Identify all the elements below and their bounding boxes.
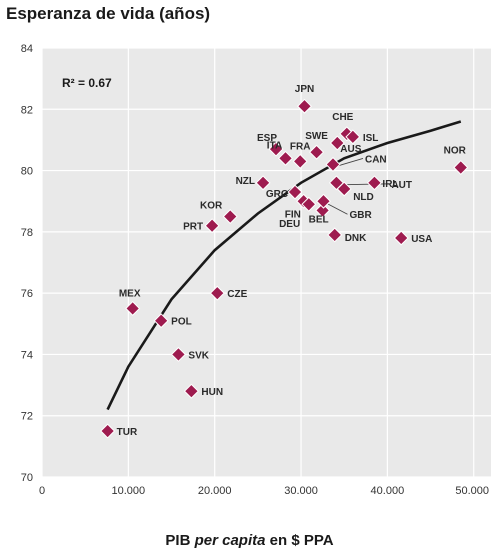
point-label: SVK (188, 350, 209, 361)
data-point-marker (315, 202, 331, 218)
point-label: KOR (200, 201, 223, 212)
y-tick-label: 84 (21, 43, 33, 55)
point-label: ISL (363, 133, 379, 144)
point-label: IRL (382, 179, 398, 190)
data-point-marker (336, 181, 352, 197)
data-point-marker (209, 285, 225, 301)
data-point-marker (170, 346, 186, 362)
data-point-marker (153, 313, 169, 329)
data-point-marker (183, 383, 199, 399)
data-point-marker (328, 175, 344, 191)
data-point-marker (287, 184, 303, 200)
point-label: NZL (236, 176, 255, 187)
chart-title: Esperanza de vida (años) (6, 4, 211, 23)
y-tick-label: 80 (21, 166, 33, 178)
x-tick-label: 40.000 (371, 485, 405, 497)
point-label: JPN (295, 84, 314, 95)
point-label: SWE (305, 131, 328, 142)
y-tick-label: 72 (21, 411, 33, 423)
data-points (100, 98, 469, 439)
x-axis-label-italic: per capita (194, 532, 266, 549)
point-label: FRA (290, 141, 311, 152)
y-tick-label: 76 (21, 288, 33, 300)
plot-background (42, 48, 491, 477)
data-point-marker (204, 218, 220, 234)
point-label: HUN (201, 387, 223, 398)
scatter-chart: 70 72 74 76 78 80 82 84 0 10.000 20.000 30.000 40.0… (21, 43, 491, 497)
data-point-marker (301, 196, 317, 212)
point-label: ESP (257, 133, 277, 144)
x-tick-label: 10.000 (112, 485, 146, 497)
point-label: BEL (309, 214, 329, 225)
data-point-marker (296, 98, 312, 114)
point-label: PRT (183, 222, 203, 233)
data-point-marker (292, 153, 308, 169)
point-label: ITA (267, 140, 282, 151)
point-label: FIN (285, 209, 301, 220)
r-squared-annotation: R² = 0.67 (62, 76, 112, 90)
point-label: DNK (345, 233, 367, 244)
trend-curve (106, 120, 462, 411)
data-point-marker (315, 193, 331, 209)
point-label: CZE (227, 289, 247, 300)
point-label: DEU (279, 219, 300, 230)
data-point-marker (345, 129, 361, 145)
point-label: USA (411, 234, 432, 245)
label-leader-lines (326, 158, 390, 215)
x-axis-label-part: PIB (165, 532, 195, 549)
x-axis-ticks: 0 10.000 20.000 30.000 40.000 50.000 (39, 485, 489, 497)
data-point-marker (325, 156, 341, 172)
data-point-marker (255, 175, 271, 191)
data-point-marker (393, 230, 409, 246)
point-label: AUS (340, 144, 361, 155)
data-point-marker (453, 160, 469, 176)
x-tick-label: 20.000 (198, 485, 232, 497)
point-label: NOR (444, 146, 467, 157)
point-label: GRC (266, 189, 288, 200)
gridlines (41, 47, 491, 478)
data-point-marker (327, 227, 343, 243)
data-point-marker (100, 423, 116, 439)
point-label: CAN (365, 154, 387, 165)
point-label: NLD (353, 192, 374, 203)
point-label: POL (171, 317, 192, 328)
y-tick-label: 78 (21, 227, 33, 239)
y-tick-label: 70 (21, 472, 33, 484)
data-point-marker (329, 135, 345, 151)
x-axis-label: PIB per capita en $ PPA (0, 532, 499, 549)
data-point-marker (125, 300, 141, 316)
x-tick-label: 0 (39, 485, 45, 497)
point-label: TUR (117, 427, 138, 438)
leader-line (335, 158, 364, 167)
y-axis-ticks: 70 72 74 76 78 80 82 84 (21, 43, 33, 484)
data-point-marker (268, 141, 284, 157)
x-axis-label-part: en $ PPA (265, 532, 334, 549)
x-tick-label: 50.000 (455, 485, 489, 497)
point-label: MEX (119, 288, 141, 299)
y-tick-label: 82 (21, 104, 33, 116)
data-point-marker (222, 209, 238, 225)
leader-line (339, 183, 390, 186)
leader-line (326, 202, 348, 215)
data-point-marker (366, 175, 382, 191)
data-point-marker (309, 144, 325, 160)
y-tick-label: 74 (21, 349, 33, 361)
x-tick-label: 30.000 (284, 485, 318, 497)
data-point-marker (277, 150, 294, 166)
point-label: AUT (391, 180, 412, 191)
point-label: GBR (349, 210, 372, 221)
point-label: CHE (332, 112, 353, 123)
